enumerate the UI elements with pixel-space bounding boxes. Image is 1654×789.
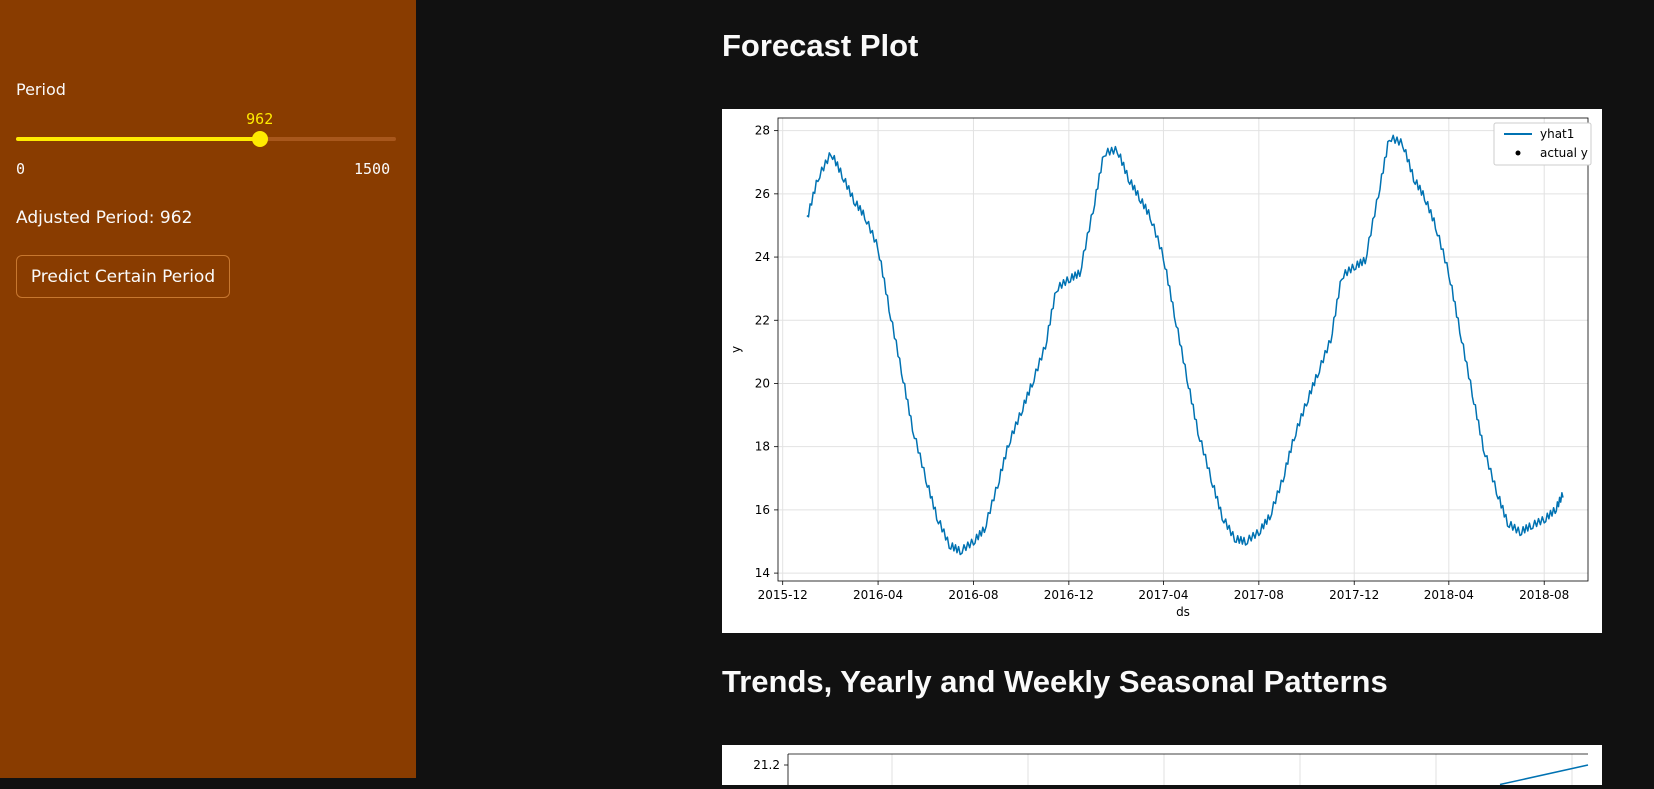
legend-actual-y-label: actual y [1540,146,1588,160]
sidebar: Period 962 0 1500 Adjusted Period: 962 P… [0,0,416,778]
forecast-plot-title: Forecast Plot [722,28,919,63]
x-ticks: 2015-12 2016-04 2016-08 2016-12 2017-04 2017-… [758,581,1569,602]
series-yhat1-line [806,134,1564,556]
slider-fill [16,137,260,141]
trend-plot: 21.2 [722,745,1602,786]
y-tick-label: 18 [755,440,770,454]
y-ticks: 14 16 18 20 22 24 26 28 [755,124,778,580]
y-tick-label: 26 [755,187,770,201]
x-tick-label: 2017-08 [1234,588,1284,602]
y-tick-label: 28 [755,124,770,138]
trends-title: Trends, Yearly and Weekly Seasonal Patte… [722,664,1388,699]
x-tick-label: 2017-12 [1329,588,1379,602]
adjusted-period-text: Adjusted Period: 962 [16,208,193,228]
x-axis-label: ds [1176,605,1190,619]
y-tick-label: 22 [755,313,770,327]
x-tick-label: 2016-08 [948,588,998,602]
slider-min-label: 0 [16,160,26,178]
x-tick-label: 2018-08 [1519,588,1569,602]
x-tick-label: 2018-04 [1424,588,1474,602]
x-tick-label: 2016-12 [1044,588,1094,602]
slider-thumb[interactable] [251,131,268,147]
y-tick-label: 14 [755,566,770,580]
y-tick-label: 21.2 [753,758,780,772]
y-tick-label: 24 [755,250,770,264]
y-ticks: 21.2 [753,758,788,772]
y-tick-label: 20 [755,376,770,390]
x-tick-label: 2016-04 [853,588,903,602]
y-axis-label: y [729,346,743,353]
grid [778,118,1588,581]
predict-button[interactable]: Predict Certain Period [16,255,230,298]
slider-value: 962 [246,110,274,128]
plot-frame [777,117,1589,582]
period-label: Period [16,80,66,99]
x-tick-label: 2017-04 [1138,588,1188,602]
x-tick-label: 2015-12 [758,588,808,602]
forecast-plot: 14 16 18 20 22 24 26 28 2015-12 2016-04 2016-08 20… [722,109,1602,633]
legend: yhat1 actual y [1493,122,1592,166]
slider-max-label: 1500 [354,160,391,178]
trend-line [1499,764,1589,786]
main-content: Forecast Plot 14 16 18 20 22 24 26 28 2015-12 20… [416,0,1654,786]
legend-yhat1-label: yhat1 [1540,127,1574,141]
period-slider[interactable] [16,131,396,147]
grid [891,754,1573,785]
legend-actual-y-swatch [1515,150,1521,156]
trend-chart-svg: 21.2 [753,753,1589,786]
y-tick-label: 16 [755,503,770,517]
